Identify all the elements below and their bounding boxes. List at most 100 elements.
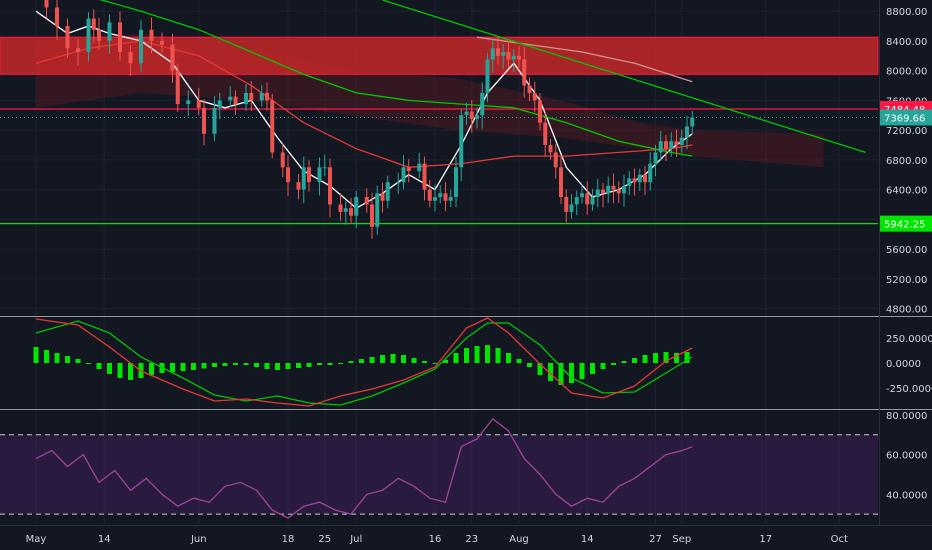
- moving-average-line[interactable]: [36, 0, 693, 157]
- candle[interactable]: [343, 208, 348, 212]
- macd-histogram-bar[interactable]: [527, 363, 532, 367]
- candle[interactable]: [107, 22, 112, 41]
- candle[interactable]: [139, 29, 143, 64]
- macd-histogram-bar[interactable]: [86, 363, 91, 364]
- candle[interactable]: [595, 189, 600, 198]
- candle[interactable]: [574, 197, 579, 205]
- macd-histogram-bar[interactable]: [380, 355, 385, 363]
- macd-histogram-bar[interactable]: [233, 363, 238, 365]
- candle[interactable]: [233, 96, 238, 105]
- candle[interactable]: [65, 26, 70, 49]
- price-panel[interactable]: [0, 0, 879, 239]
- macd-histogram-bar[interactable]: [201, 363, 207, 369]
- macd-histogram-bar[interactable]: [222, 363, 228, 366]
- macd-histogram-bar[interactable]: [621, 361, 627, 363]
- candle[interactable]: [506, 52, 511, 60]
- candle[interactable]: [217, 100, 222, 108]
- candle[interactable]: [128, 52, 133, 64]
- candle[interactable]: [118, 22, 122, 53]
- resistance-zone[interactable]: [0, 36, 879, 75]
- candle[interactable]: [511, 55, 516, 60]
- macd-histogram-bar[interactable]: [275, 363, 280, 370]
- candle[interactable]: [375, 193, 380, 227]
- candle[interactable]: [485, 59, 490, 93]
- candle[interactable]: [679, 137, 684, 145]
- candle[interactable]: [669, 141, 674, 149]
- macd-histogram-bar[interactable]: [285, 363, 291, 369]
- macd-histogram-bar[interactable]: [254, 363, 259, 367]
- candle[interactable]: [532, 92, 537, 101]
- candle[interactable]: [632, 178, 637, 183]
- candle[interactable]: [433, 197, 437, 201]
- candle[interactable]: [44, 0, 49, 8]
- rsi-line[interactable]: [35, 417, 693, 519]
- macd-histogram-bar[interactable]: [264, 363, 270, 369]
- candle[interactable]: [643, 174, 647, 183]
- macd-histogram-bar[interactable]: [65, 356, 70, 363]
- candle[interactable]: [280, 152, 285, 168]
- candle[interactable]: [469, 111, 474, 119]
- candle[interactable]: [328, 167, 332, 205]
- macd-histogram-bar[interactable]: [191, 363, 196, 370]
- candle[interactable]: [543, 122, 548, 145]
- candle[interactable]: [160, 40, 164, 45]
- macd-panel[interactable]: [33, 317, 693, 407]
- macd-histogram-bar[interactable]: [369, 357, 375, 363]
- candle[interactable]: [270, 100, 275, 153]
- candle[interactable]: [259, 92, 264, 101]
- candle[interactable]: [296, 182, 301, 190]
- macd-histogram-bar[interactable]: [516, 359, 522, 363]
- candle[interactable]: [401, 167, 406, 183]
- candle[interactable]: [564, 197, 569, 212]
- macd-histogram-bar[interactable]: [54, 353, 60, 363]
- candle[interactable]: [690, 117, 695, 127]
- macd-histogram-bar[interactable]: [653, 353, 658, 363]
- candle[interactable]: [685, 126, 689, 138]
- candle[interactable]: [149, 29, 154, 41]
- candle[interactable]: [538, 100, 542, 123]
- macd-histogram-bar[interactable]: [348, 361, 354, 363]
- macd-histogram-bar[interactable]: [401, 355, 406, 363]
- candle[interactable]: [616, 189, 621, 194]
- candle[interactable]: [548, 144, 553, 153]
- candle[interactable]: [349, 208, 353, 216]
- macd-histogram-bar[interactable]: [128, 363, 133, 380]
- candle[interactable]: [265, 92, 269, 101]
- candle[interactable]: [674, 141, 679, 145]
- macd-histogram-bar[interactable]: [390, 354, 396, 363]
- macd-histogram-bar[interactable]: [569, 363, 574, 383]
- candle[interactable]: [196, 100, 201, 108]
- candle[interactable]: [396, 182, 401, 184]
- macd-histogram-bar[interactable]: [338, 363, 343, 364]
- candle[interactable]: [186, 100, 191, 105]
- time-axis[interactable]: May 14 Jun 18 25 Jul 16 23 Aug 14 27 Sep 17 Oct: [26, 534, 848, 545]
- macd-histogram-bar[interactable]: [117, 363, 123, 378]
- candle[interactable]: [627, 178, 632, 186]
- trendline[interactable]: [382, 0, 866, 154]
- candle[interactable]: [464, 111, 469, 116]
- candle[interactable]: [601, 189, 605, 194]
- macd-histogram-bar[interactable]: [107, 363, 112, 374]
- candle[interactable]: [322, 167, 327, 169]
- macd-histogram-bar[interactable]: [33, 347, 39, 363]
- candle[interactable]: [611, 185, 616, 190]
- macd-histogram-bar[interactable]: [632, 358, 637, 363]
- macd-histogram-bar[interactable]: [243, 363, 249, 365]
- candle[interactable]: [317, 167, 322, 183]
- candle[interactable]: [228, 96, 233, 101]
- macd-histogram-bar[interactable]: [180, 363, 186, 371]
- macd-histogram-bar[interactable]: [453, 353, 459, 363]
- candle[interactable]: [354, 197, 359, 216]
- macd-histogram-bar[interactable]: [579, 363, 585, 379]
- macd-histogram-bar[interactable]: [411, 358, 417, 363]
- candle[interactable]: [522, 59, 527, 86]
- macd-histogram-bar[interactable]: [75, 359, 81, 363]
- candle[interactable]: [91, 18, 96, 30]
- candle[interactable]: [301, 167, 306, 190]
- candle[interactable]: [380, 193, 385, 201]
- macd-histogram-bar[interactable]: [506, 353, 511, 363]
- macd-histogram-bar[interactable]: [170, 363, 175, 372]
- macd-histogram-bar[interactable]: [590, 363, 595, 374]
- macd-histogram-bar[interactable]: [422, 361, 427, 363]
- macd-histogram-bar[interactable]: [674, 353, 679, 363]
